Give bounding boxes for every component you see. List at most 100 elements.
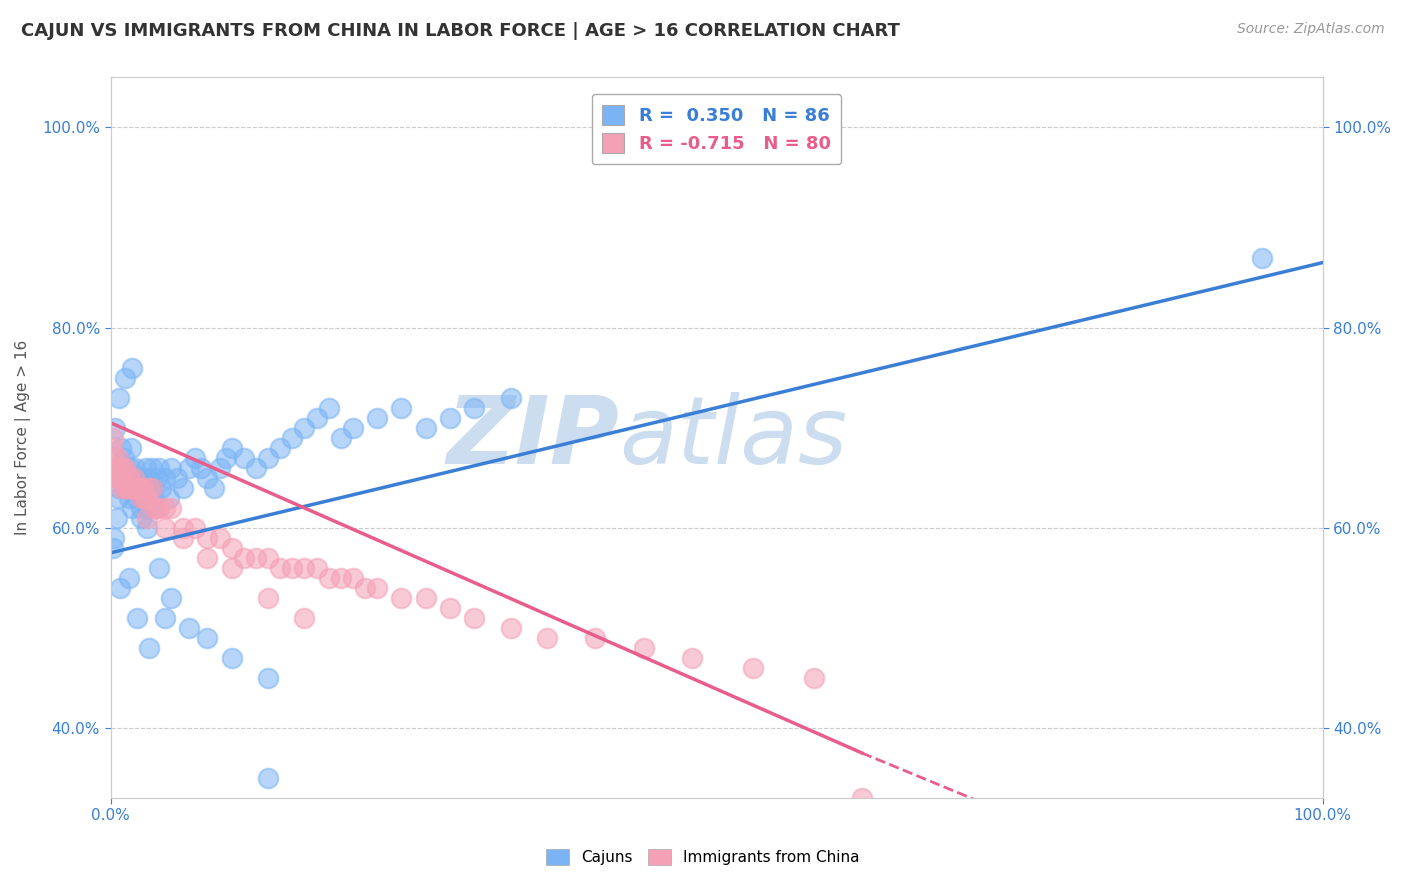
Point (107, 491, 129, 505)
Point (134, 491, 156, 505)
Point (269, 441, 291, 455)
Point (197, 471, 219, 485)
Point (136, 481, 159, 495)
Point (1251, 251, 1274, 265)
Point (110, 481, 132, 495)
Point (100, 441, 122, 455)
Point (900, 811, 922, 825)
Point (128, 481, 150, 495)
Point (143, 500, 166, 515)
Point (124, 481, 146, 495)
Point (127, 611, 149, 625)
Point (342, 571, 364, 585)
Point (131, 491, 153, 505)
Point (305, 410, 328, 425)
Point (257, 450, 280, 465)
Point (101, 431, 124, 445)
Point (160, 460, 183, 475)
Point (148, 561, 170, 575)
Point (118, 481, 141, 495)
Point (108, 481, 131, 495)
Point (132, 481, 155, 495)
Point (742, 661, 765, 675)
Point (257, 550, 280, 565)
Point (245, 550, 267, 565)
Point (851, 791, 873, 805)
Point (257, 671, 280, 685)
Point (329, 431, 352, 445)
Point (245, 460, 267, 475)
Point (166, 471, 188, 485)
Point (172, 521, 194, 535)
Point (153, 611, 176, 625)
Point (114, 460, 136, 475)
Point (129, 511, 152, 525)
Point (145, 471, 167, 485)
Point (583, 631, 606, 645)
Point (105, 511, 128, 525)
Point (110, 471, 132, 485)
Point (208, 531, 231, 545)
Point (115, 481, 138, 495)
Point (112, 450, 135, 465)
Point (202, 481, 225, 495)
Legend: R =  0.350   N = 86, R = -0.715   N = 80: R = 0.350 N = 86, R = -0.715 N = 80 (592, 94, 841, 164)
Point (172, 531, 194, 545)
Point (184, 521, 207, 535)
Point (104, 421, 127, 435)
Point (463, 611, 485, 625)
Point (103, 450, 125, 465)
Point (257, 771, 280, 785)
Point (160, 500, 183, 515)
Point (215, 450, 238, 465)
Point (142, 481, 165, 495)
Point (118, 491, 141, 505)
Point (122, 481, 145, 495)
Point (125, 491, 148, 505)
Point (121, 500, 143, 515)
Point (108, 460, 131, 475)
Text: ZIP: ZIP (447, 392, 620, 483)
Point (125, 481, 148, 495)
Point (124, 481, 146, 495)
Point (499, 391, 522, 405)
Point (329, 571, 352, 585)
Point (117, 481, 139, 495)
Point (110, 460, 132, 475)
Y-axis label: In Labor Force | Age > 16: In Labor Force | Age > 16 (15, 340, 31, 535)
Point (110, 441, 132, 455)
Point (135, 491, 157, 505)
Point (318, 401, 340, 415)
Point (112, 471, 135, 485)
Point (103, 460, 125, 475)
Point (281, 561, 304, 575)
Point (415, 421, 437, 435)
Text: atlas: atlas (620, 392, 848, 483)
Point (294, 421, 316, 435)
Point (145, 500, 167, 515)
Point (132, 471, 155, 485)
Point (342, 421, 364, 435)
Point (153, 471, 176, 485)
Point (145, 500, 167, 515)
Point (439, 601, 461, 615)
Point (366, 581, 388, 595)
Point (134, 481, 156, 495)
Point (232, 450, 254, 465)
Point (139, 481, 162, 495)
Point (143, 491, 166, 505)
Point (803, 671, 825, 685)
Point (103, 531, 125, 545)
Point (463, 401, 485, 415)
Point (197, 550, 219, 565)
Point (118, 471, 141, 485)
Point (135, 460, 157, 475)
Point (153, 500, 176, 515)
Point (141, 481, 163, 495)
Point (197, 631, 219, 645)
Point (138, 640, 160, 655)
Point (107, 450, 129, 465)
Point (681, 651, 703, 665)
Point (103, 460, 125, 475)
Point (172, 481, 194, 495)
